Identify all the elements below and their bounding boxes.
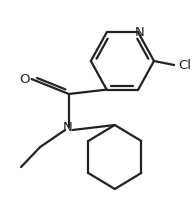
Text: O: O bbox=[20, 73, 30, 86]
Text: Cl: Cl bbox=[178, 59, 191, 72]
Text: N: N bbox=[63, 121, 73, 134]
Text: N: N bbox=[134, 26, 144, 39]
